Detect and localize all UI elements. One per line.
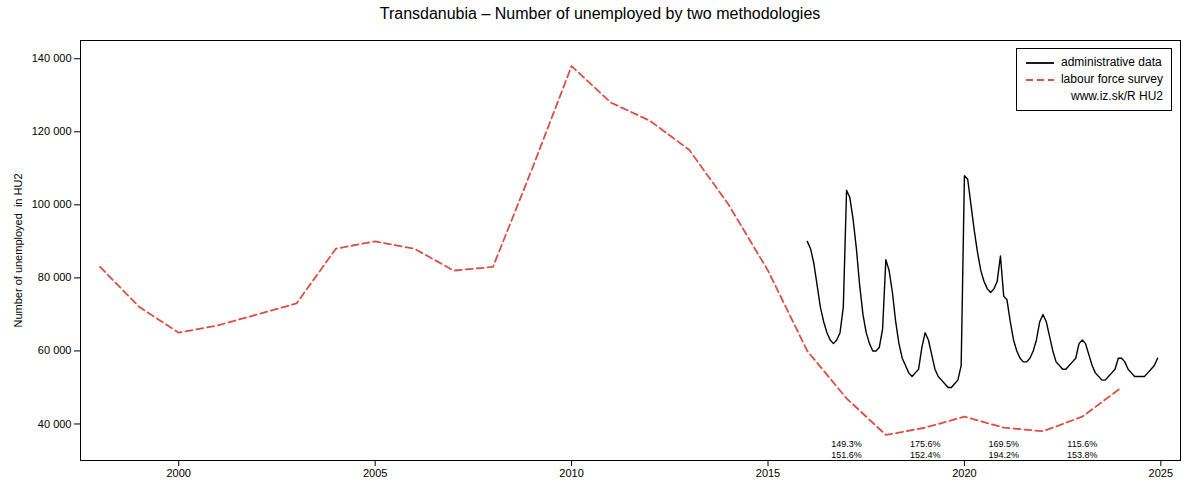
html-text:administrative data: administrative data xyxy=(1061,55,1162,69)
svg-text:153.8%: 153.8% xyxy=(1067,450,1098,460)
svg-text:151.6%: 151.6% xyxy=(831,450,862,460)
svg-text:80 000: 80 000 xyxy=(38,271,72,283)
svg-text:40 000: 40 000 xyxy=(38,417,72,429)
html-text:labour force survey: labour force survey xyxy=(1061,72,1163,86)
svg-text:60 000: 60 000 xyxy=(38,344,72,356)
svg-text:2020: 2020 xyxy=(952,467,976,479)
svg-text:169.5%: 169.5% xyxy=(988,439,1019,449)
svg-text:152.4%: 152.4% xyxy=(910,450,941,460)
html-text:www.iz.sk/R HU2: www.iz.sk/R HU2 xyxy=(1071,89,1163,103)
svg-text:2000: 2000 xyxy=(166,467,190,479)
svg-text:100 000: 100 000 xyxy=(32,198,72,210)
svg-text:2015: 2015 xyxy=(756,467,780,479)
svg-text:Number of unemployed in HU2: Number of unemployed in HU2 xyxy=(12,173,24,327)
svg-text:115.6%: 115.6% xyxy=(1067,439,1097,449)
svg-text:2005: 2005 xyxy=(363,467,387,479)
svg-text:140 000: 140 000 xyxy=(32,52,72,64)
svg-text:2010: 2010 xyxy=(559,467,583,479)
html-text:Transdanubia – Number of unemp: Transdanubia – Number of unemployed by t… xyxy=(379,5,821,22)
svg-text:120 000: 120 000 xyxy=(32,125,72,137)
svg-text:175.6%: 175.6% xyxy=(910,439,941,449)
svg-text:194.2%: 194.2% xyxy=(988,450,1019,460)
svg-text:2025: 2025 xyxy=(1149,467,1173,479)
svg-text:149.3%: 149.3% xyxy=(831,439,862,449)
